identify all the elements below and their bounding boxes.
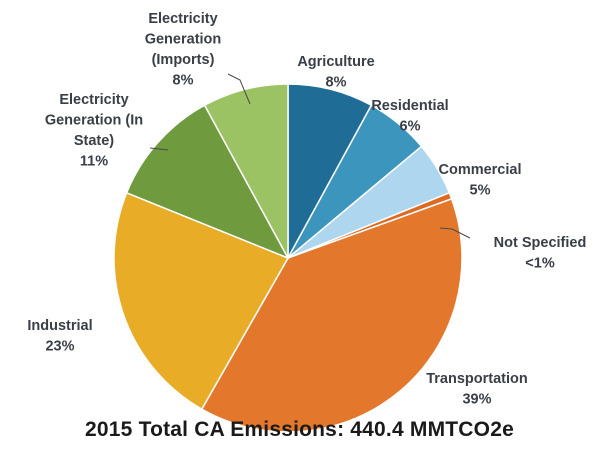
pie-slice-8 — [203, 83, 289, 259]
pie-slice-6 — [113, 191, 290, 411]
slice-label-1: Agriculture 8% — [297, 54, 374, 91]
slice-label-7: Electricity Generation (In State) 11% — [45, 92, 143, 170]
leader-line-7 — [149, 147, 169, 151]
slice-label-2: Residential 6% — [371, 98, 448, 135]
slice-label-5: Transportation 39% — [426, 371, 528, 408]
leader-line-4 — [439, 227, 471, 239]
slice-label-8: Electricity Generation (Imports) 8% — [145, 11, 222, 89]
pie-slice-7 — [125, 104, 290, 260]
slice-label-3: Commercial 5% — [438, 162, 521, 199]
leader-line-8 — [227, 73, 251, 105]
chart-title: 2015 Total CA Emissions: 440.4 MMTCO2e — [85, 418, 514, 441]
slice-label-6: Industrial 23% — [27, 318, 92, 355]
pie-slice-5 — [200, 197, 463, 433]
slice-label-4: Not Specified <1% — [494, 235, 587, 272]
